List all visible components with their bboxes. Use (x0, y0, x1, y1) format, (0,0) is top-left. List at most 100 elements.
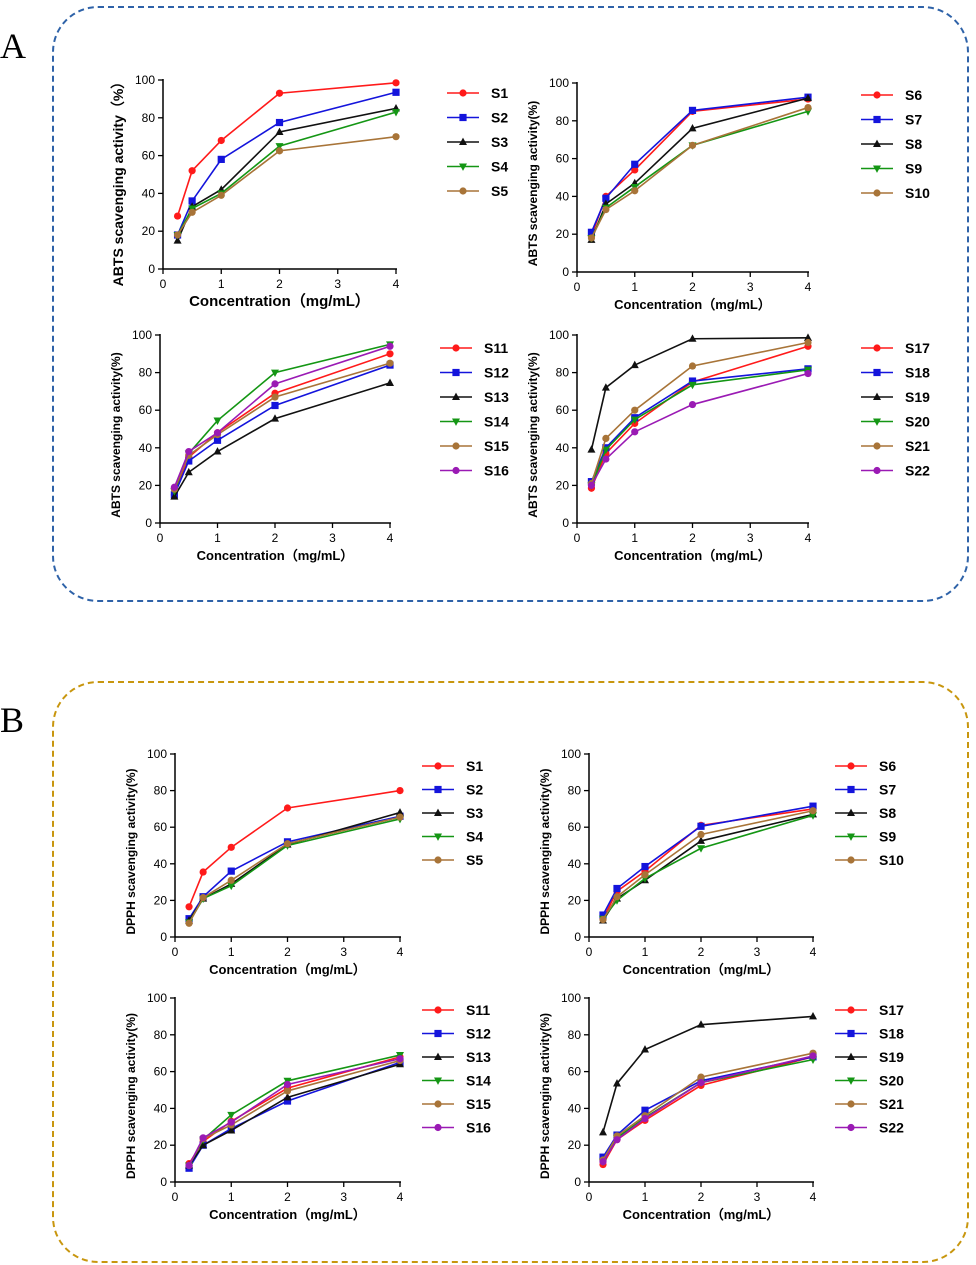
data-point (275, 127, 284, 135)
series-s21 (587, 338, 812, 488)
data-point (283, 1092, 292, 1101)
data-point (641, 1114, 649, 1123)
data-point (173, 231, 182, 239)
legend-entry-s14: S14 (440, 414, 509, 430)
legend-label: S10 (879, 852, 904, 868)
legend-entry-s16: S16 (440, 463, 509, 479)
series-s13 (170, 378, 394, 500)
y-tick-label: 80 (154, 784, 168, 798)
y-tick-label: 60 (556, 403, 570, 417)
x-tick-label: 3 (747, 531, 754, 545)
legend-entry-s5: S5 (422, 852, 483, 868)
data-point (271, 369, 279, 377)
legend-marker (434, 1123, 442, 1132)
legend-label: S14 (484, 414, 509, 430)
y-tick-label: 20 (568, 893, 582, 907)
data-point (804, 369, 812, 378)
data-point (213, 417, 222, 425)
legend-entry-s10: S10 (835, 852, 904, 868)
data-point (587, 234, 596, 242)
series-line (590, 337, 809, 450)
y-tick-label: 40 (568, 857, 582, 871)
data-point (697, 845, 705, 853)
data-point (697, 822, 705, 830)
data-point (283, 1080, 292, 1089)
data-point (613, 1136, 621, 1144)
data-point (199, 1134, 207, 1142)
y-axis-title: DPPH scavenging activity(%) (538, 1013, 552, 1179)
data-point (227, 876, 235, 884)
series-s10 (587, 103, 812, 242)
series-line (590, 368, 809, 482)
x-tick-label: 4 (397, 1190, 404, 1204)
legend-entry-s12: S12 (440, 365, 509, 381)
data-point (809, 807, 817, 815)
legend-entry-s8: S8 (835, 805, 896, 821)
series-line (590, 368, 809, 486)
series-s17 (599, 1053, 817, 1169)
series-s15 (185, 1056, 404, 1170)
data-point (688, 334, 697, 342)
x-tick-label: 4 (387, 531, 394, 545)
y-tick-label: 100 (561, 747, 581, 761)
y-tick-label: 60 (154, 1065, 168, 1079)
y-axis-title: ABTS scavenging activity(%) (109, 352, 123, 517)
y-tick-label: 100 (132, 328, 152, 342)
data-point (271, 401, 279, 410)
x-axis-title: Concentration（mg/mL） (614, 297, 771, 312)
series-s4 (173, 109, 400, 240)
legend-entry-s15: S15 (422, 1096, 491, 1112)
legend-label: S7 (879, 782, 896, 798)
data-point (185, 447, 193, 456)
x-tick-label: 1 (228, 1190, 235, 1204)
series-s1 (185, 787, 404, 911)
legend-entry-s21: S21 (835, 1096, 904, 1112)
legend-entry-s15: S15 (440, 438, 509, 454)
chart-b1: 0 20 40 60 80 100 0 1 2 3 4 Concentration（mg/mL） DPP… (124, 747, 483, 977)
legend-entry-s9: S9 (835, 829, 896, 845)
data-point (184, 467, 193, 476)
legend-marker (847, 1006, 855, 1014)
legend-entry-s16: S16 (422, 1120, 491, 1136)
series-line (590, 341, 809, 484)
y-tick-label: 0 (574, 930, 581, 944)
data-point (602, 455, 610, 463)
series-line (602, 809, 814, 921)
data-point (809, 1052, 817, 1060)
series-line (188, 815, 401, 920)
series-line (176, 91, 397, 236)
legend-entry-s12: S12 (422, 1026, 491, 1042)
legend-marker (847, 1077, 855, 1085)
series-line (188, 816, 401, 924)
x-tick-label: 1 (642, 945, 649, 959)
legend-entry-s22: S22 (835, 1120, 904, 1136)
series-s13 (185, 1059, 404, 1169)
data-point (217, 136, 225, 145)
legend-label: S2 (466, 782, 483, 798)
legend-entry-s2: S2 (447, 110, 508, 126)
legend-label: S4 (491, 159, 508, 175)
x-tick-label: 4 (397, 945, 404, 959)
legend-entry-s17: S17 (861, 340, 930, 356)
legend-label: S11 (466, 1002, 490, 1018)
data-point (587, 228, 596, 236)
legend-marker (459, 137, 467, 145)
series-s21 (599, 1049, 817, 1164)
series-line (188, 1061, 401, 1169)
y-axis-title: ABTS scavenging activity（%） (110, 75, 126, 287)
y-tick-label: 80 (556, 114, 570, 128)
data-point (386, 350, 394, 358)
x-axis-title: Concentration（mg/mL） (209, 962, 366, 977)
data-point (170, 492, 179, 500)
legend-label: S15 (484, 438, 509, 454)
y-tick-label: 80 (568, 1028, 582, 1042)
series-s8 (599, 809, 817, 924)
y-tick-label: 100 (135, 73, 155, 87)
legend-entry-s7: S7 (835, 782, 896, 798)
legend-label: S5 (466, 852, 483, 868)
data-point (173, 212, 182, 220)
chart-a3: 0 20 40 60 80 100 0 1 2 3 4 Concentration（mg/mL） ABT… (109, 328, 509, 563)
data-point (392, 79, 400, 87)
legend-entry-s9: S9 (861, 161, 922, 177)
series-s22 (599, 1052, 817, 1166)
